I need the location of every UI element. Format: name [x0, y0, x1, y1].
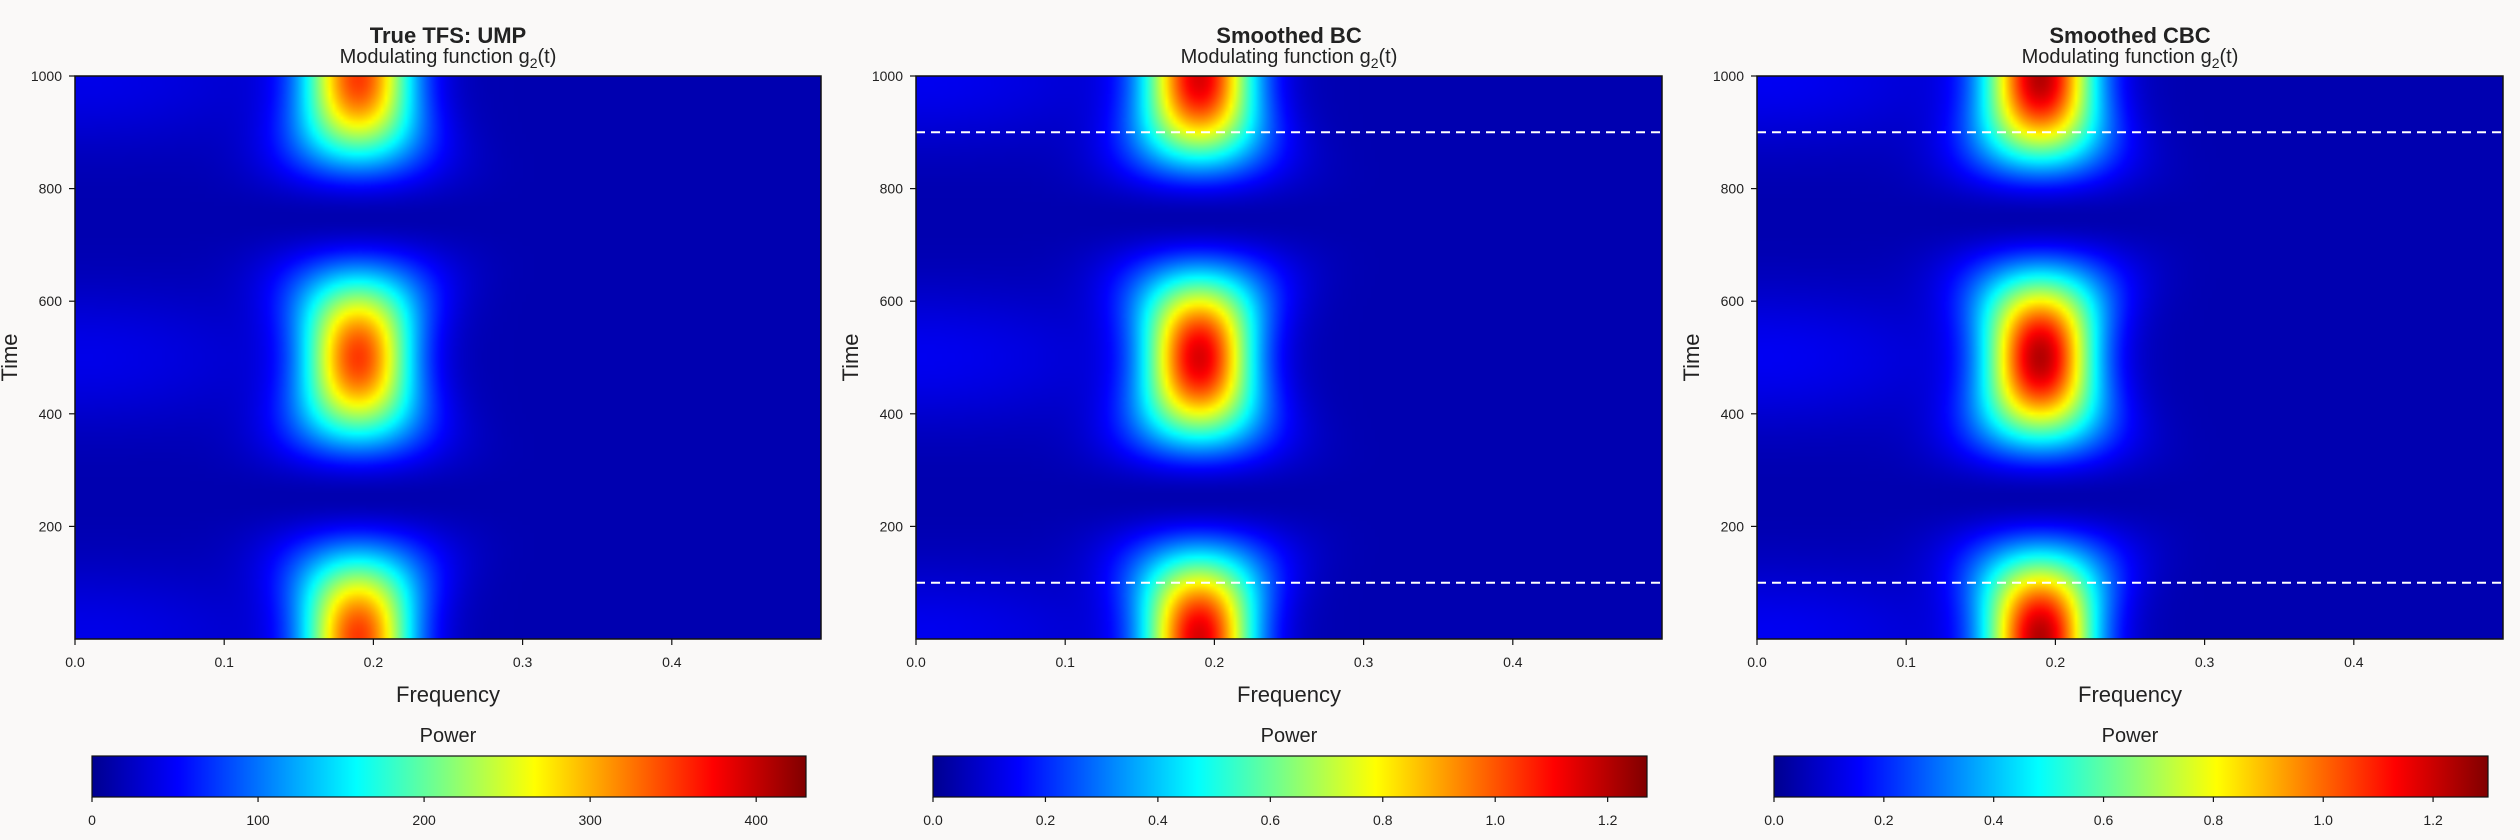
panel-title: True TFS: UMP: [370, 23, 526, 48]
x-tick-label: 0.2: [364, 654, 384, 670]
heatmap-image: [916, 76, 1662, 639]
colorbar-tick-label: 0.4: [1984, 812, 2004, 828]
x-tick-label: 0.2: [2046, 654, 2066, 670]
x-tick-label: 0.4: [2344, 654, 2364, 670]
colorbar: [91, 755, 807, 798]
x-tick-label: 0.1: [1896, 654, 1916, 670]
y-tick-label: 400: [39, 406, 63, 422]
subtitle-main: Modulating function g: [1181, 46, 1371, 68]
y-tick-label: 200: [880, 518, 904, 534]
colorbar-tick-label: 0: [88, 812, 96, 828]
x-axis-label: Frequency: [396, 682, 500, 707]
x-tick-label: 0.0: [906, 654, 926, 670]
y-tick-label: 400: [880, 406, 904, 422]
plot-frame: [1756, 75, 2504, 640]
x-axis-label: Frequency: [2078, 682, 2182, 707]
x-axis-label: Frequency: [1237, 682, 1341, 707]
subtitle-tail: (t): [1379, 46, 1398, 68]
y-tick-label: 800: [39, 181, 63, 197]
y-tick-label: 800: [1721, 181, 1745, 197]
colorbar-tick-label: 0.0: [1764, 812, 1784, 828]
x-tick-label: 0.3: [513, 654, 533, 670]
y-tick-label: 1000: [872, 68, 903, 84]
colorbar-tick-label: 1.2: [1598, 812, 1618, 828]
heatmap-image: [1757, 76, 2503, 639]
y-tick-label: 600: [1721, 293, 1745, 309]
panel-title: Smoothed CBC: [2049, 23, 2210, 48]
y-tick-label: 600: [39, 293, 63, 309]
colorbar-tick-label: 0.2: [1874, 812, 1894, 828]
x-tick-label: 0.3: [1354, 654, 1374, 670]
subtitle-subscript: 2: [2212, 55, 2220, 71]
x-tick-label: 0.4: [662, 654, 682, 670]
y-axis-label: Time: [1679, 333, 1704, 381]
y-tick-label: 600: [880, 293, 904, 309]
subtitle-main: Modulating function g: [2022, 46, 2212, 68]
subtitle-main: Modulating function g: [340, 46, 530, 68]
colorbar-tick-label: 100: [246, 812, 270, 828]
y-tick-label: 1000: [31, 68, 62, 84]
x-tick-label: 0.1: [214, 654, 234, 670]
x-tick-label: 0.0: [1747, 654, 1767, 670]
panel-subtitle: Modulating function g2(t): [340, 46, 557, 71]
colorbar: [932, 755, 1648, 798]
y-tick-label: 200: [1721, 518, 1745, 534]
colorbar-label: Power: [420, 725, 477, 747]
x-tick-label: 0.4: [1503, 654, 1523, 670]
colorbar-tick-label: 0.2: [1036, 812, 1056, 828]
colorbar-label: Power: [2102, 725, 2159, 747]
colorbar-tick-label: 1.0: [1485, 812, 1505, 828]
plot-frame: [915, 75, 1663, 640]
panel-subtitle: Modulating function g2(t): [1181, 46, 1398, 71]
plot-frame: [74, 75, 822, 640]
y-axis-label: Time: [838, 333, 863, 381]
subtitle-subscript: 2: [530, 55, 538, 71]
colorbar-tick-label: 0.6: [2094, 812, 2114, 828]
heatmap-image: [75, 76, 821, 639]
colorbar-tick-label: 1.0: [2313, 812, 2333, 828]
colorbar-tick-label: 400: [745, 812, 769, 828]
colorbar-tick-label: 0.6: [1261, 812, 1281, 828]
colorbar-tick-label: 300: [578, 812, 602, 828]
y-tick-label: 400: [1721, 406, 1745, 422]
x-tick-label: 0.1: [1055, 654, 1075, 670]
colorbar-tick-label: 200: [412, 812, 436, 828]
subtitle-tail: (t): [538, 46, 557, 68]
x-tick-label: 0.2: [1205, 654, 1225, 670]
colorbar-label: Power: [1261, 725, 1318, 747]
y-tick-label: 200: [39, 518, 63, 534]
y-axis-label: Time: [0, 333, 22, 381]
subtitle-tail: (t): [2220, 46, 2239, 68]
panel-subtitle: Modulating function g2(t): [2022, 46, 2239, 71]
panel-title: Smoothed BC: [1216, 23, 1362, 48]
colorbar-tick-label: 0.4: [1148, 812, 1168, 828]
colorbar: [1773, 755, 2489, 798]
x-tick-label: 0.0: [65, 654, 85, 670]
colorbar-tick-label: 0.8: [2204, 812, 2224, 828]
y-tick-label: 1000: [1713, 68, 1744, 84]
y-tick-label: 800: [880, 181, 904, 197]
colorbar-tick-label: 1.2: [2423, 812, 2443, 828]
subtitle-subscript: 2: [1371, 55, 1379, 71]
colorbar-tick-label: 0.0: [923, 812, 943, 828]
x-tick-label: 0.3: [2195, 654, 2215, 670]
colorbar-tick-label: 0.8: [1373, 812, 1393, 828]
